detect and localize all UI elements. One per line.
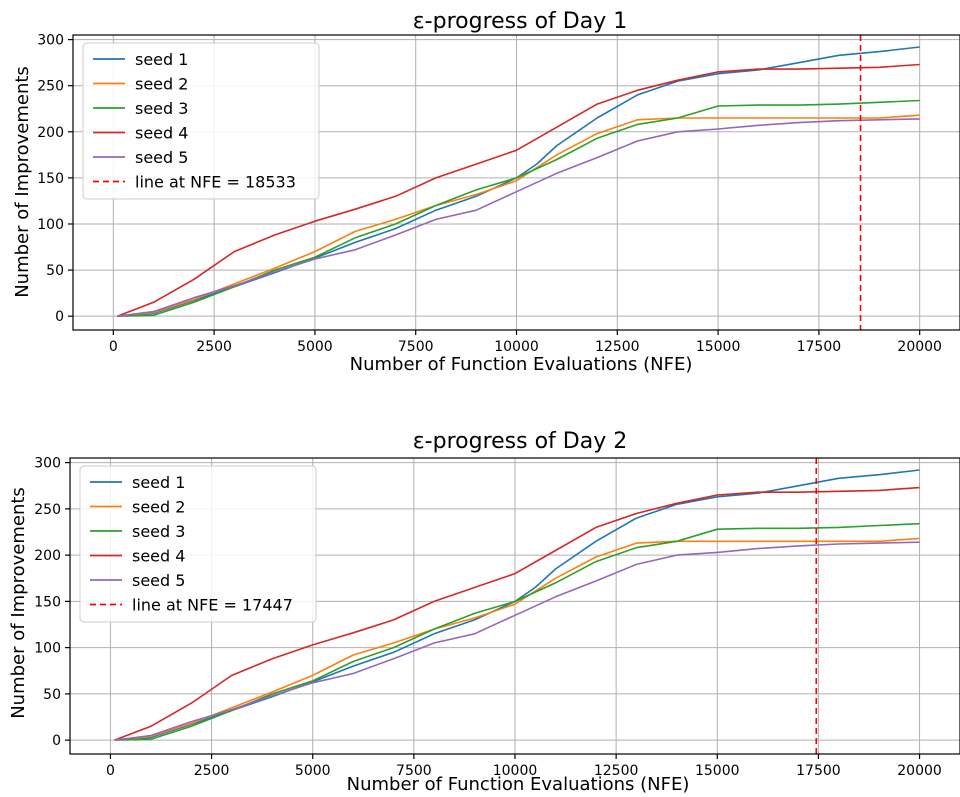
y-tick-label: 300 [37, 33, 64, 49]
y-tick-label: 100 [34, 641, 61, 657]
x-tick-label: 7500 [398, 339, 434, 355]
y-tick-label: 300 [34, 456, 61, 472]
legend-label: seed 5 [135, 148, 188, 167]
y-tick-label: 0 [52, 733, 61, 749]
x-tick-label: 17500 [797, 339, 842, 355]
legend-label: seed 5 [132, 571, 185, 590]
x-axis-label: Number of Function Evaluations (NFE) [347, 774, 690, 795]
x-tick-label: 10000 [493, 763, 538, 779]
x-tick-label: 2500 [194, 763, 230, 779]
y-tick-label: 250 [37, 79, 64, 95]
y-tick-label: 150 [34, 594, 61, 610]
legend-label: line at NFE = 17447 [132, 596, 293, 615]
y-axis-label: Number of Improvements [12, 66, 33, 298]
x-tick-label: 5000 [297, 339, 333, 355]
x-tick-label: 15000 [695, 763, 740, 779]
legend-label: seed 2 [135, 75, 188, 94]
y-tick-label: 200 [37, 125, 64, 141]
series-line-seed-2 [114, 537, 920, 741]
series-line-seed-4 [114, 486, 920, 741]
legend-label: seed 4 [135, 124, 188, 143]
x-tick-label: 17500 [796, 763, 841, 779]
x-tick-label: 5000 [295, 763, 331, 779]
legend-label: seed 1 [132, 473, 185, 492]
x-ticks: 0 2500 5000 7500 10000 12500 15000 17500 20000 [106, 754, 942, 779]
y-tick-label: 200 [34, 548, 61, 564]
series-line-seed-1 [114, 469, 920, 741]
x-tick-label: 7500 [396, 763, 432, 779]
x-tick-label: 0 [109, 339, 118, 355]
legend-label: seed 3 [132, 522, 185, 541]
x-ticks: 0 2500 5000 7500 10000 12500 15000 17500 20000 [109, 330, 942, 355]
y-tick-label: 0 [55, 309, 64, 325]
legend: seed 1 seed 2 seed 3 seed 4 seed 5 line at NF… [79, 465, 317, 623]
legend-label: seed 4 [132, 547, 185, 566]
legend-label: seed 3 [135, 99, 188, 118]
y-ticks: 0 50 100 150 200 250 300 [37, 33, 73, 325]
legend-label: seed 1 [135, 50, 188, 69]
chart-day-2: ε-progress of Day 2 0 2500 5000 7500 10000 12… [8, 429, 960, 795]
y-tick-label: 50 [43, 687, 61, 703]
legend-label: seed 2 [132, 498, 185, 517]
x-tick-label: 20000 [897, 339, 942, 355]
series-line-seed-4 [117, 63, 920, 317]
series-line-seed-5 [117, 118, 920, 317]
series-layer [117, 46, 920, 317]
series-layer [114, 469, 920, 741]
legend-frame [82, 42, 320, 200]
y-tick-label: 250 [34, 502, 61, 518]
y-ticks: 0 50 100 150 200 250 300 [34, 456, 70, 749]
series-line-seed-2 [117, 114, 920, 317]
y-tick-label: 150 [37, 171, 64, 187]
x-tick-label: 15000 [696, 339, 741, 355]
legend: seed 1 seed 2 seed 3 seed 4 seed 5 line at NF… [82, 42, 320, 200]
x-tick-label: 12500 [595, 339, 640, 355]
x-tick-label: 0 [106, 763, 115, 779]
chart-day-1: ε-progress of Day 1 0 2500 5000 7500 10000 12… [12, 9, 960, 375]
chart-title: ε-progress of Day 2 [413, 429, 627, 454]
x-tick-label: 2500 [196, 339, 232, 355]
legend-frame [79, 465, 317, 623]
x-tick-label: 10000 [494, 339, 539, 355]
x-axis-label: Number of Function Evaluations (NFE) [350, 354, 693, 375]
series-line-seed-1 [117, 46, 920, 317]
chart-title: ε-progress of Day 1 [413, 9, 627, 34]
y-tick-label: 100 [37, 217, 64, 233]
x-tick-label: 12500 [594, 763, 639, 779]
y-axis-label: Number of Improvements [8, 487, 29, 719]
series-line-seed-5 [114, 541, 920, 741]
legend-label: line at NFE = 18533 [135, 173, 296, 192]
x-tick-label: 20000 [897, 763, 942, 779]
y-tick-label: 50 [46, 263, 64, 279]
